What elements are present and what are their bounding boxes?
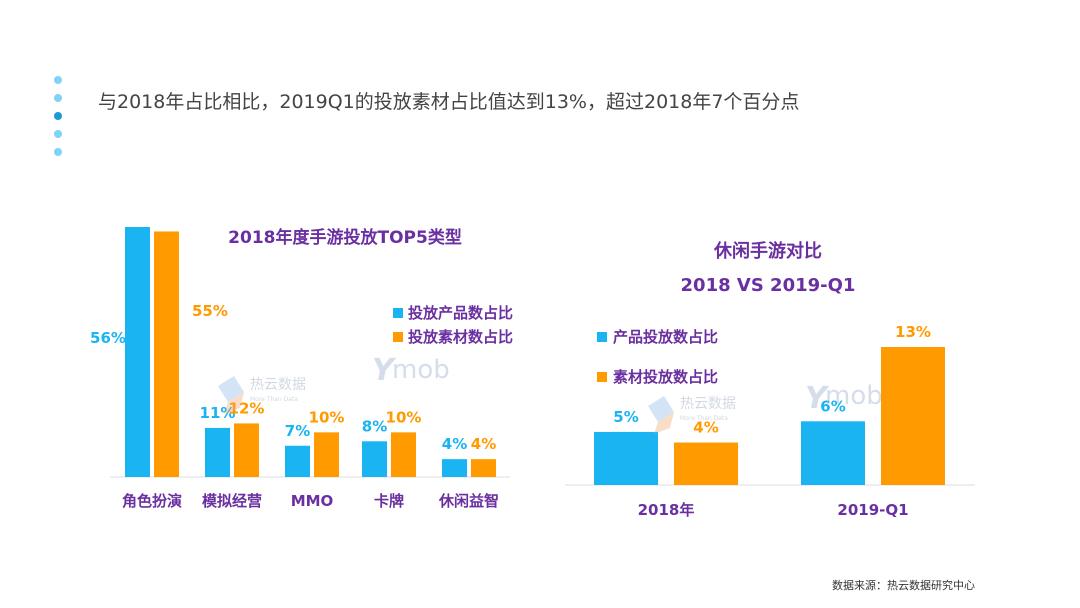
chart1-legend-product: 投放产品数占比	[408, 304, 513, 322]
data-label-product: 56%	[90, 329, 126, 347]
chart1-legend-material: 投放素材数占比	[408, 328, 513, 346]
bar-product	[801, 421, 865, 485]
bullet-dot	[54, 76, 62, 84]
watermark-rey-left: 热云数据 More Than Data	[218, 376, 306, 414]
bar-product	[125, 227, 150, 477]
watermark-logo-right: Y mob	[805, 381, 883, 416]
bar-material	[881, 347, 945, 485]
watermark-cube-icon	[218, 376, 244, 402]
category-label: MMO	[291, 492, 334, 510]
watermark-logo-text: Y	[805, 381, 830, 416]
watermark-cn: 热云数据	[250, 377, 306, 393]
data-label-material: 10%	[386, 408, 422, 426]
bullet-dots	[54, 76, 64, 156]
data-label-material: 55%	[192, 302, 228, 320]
legend-swatch-material	[393, 332, 403, 342]
bar-product	[594, 431, 658, 485]
watermark-en: More Than Data	[250, 396, 298, 403]
watermark-cube-icon	[224, 392, 244, 414]
chart2-title: 休闲手游对比	[713, 240, 822, 262]
bar-material	[154, 231, 179, 477]
category-label: 休闲益智	[438, 492, 499, 510]
legend-swatch-material	[597, 372, 607, 382]
data-label-product: 6%	[820, 397, 845, 415]
data-label-product: 4%	[442, 435, 467, 453]
chart2-legend-material: 素材投放数占比	[613, 368, 718, 386]
data-source: 数据来源：热云数据研究中心	[832, 579, 975, 592]
chart1-title: 2018年度手游投放TOP5类型	[228, 227, 462, 248]
watermark-logo-left: Y mob	[372, 353, 450, 388]
watermark-rey-right: 热云数据 More Than Data	[648, 396, 736, 434]
bar-material	[314, 432, 339, 477]
headline: 与2018年占比相比，2019Q1的投放素材占比值达到13%，超过2018年7个…	[98, 91, 800, 113]
category-label: 角色扮演	[122, 492, 182, 510]
bar-product	[205, 427, 230, 477]
bar-product	[442, 459, 467, 477]
bar-product	[285, 445, 310, 477]
watermark-logo-text: mob	[825, 381, 883, 411]
chart2-subtitle: 2018 VS 2019-Q1	[681, 275, 856, 296]
chart2-legend-product: 产品投放数占比	[613, 328, 718, 346]
watermark-en: More Than Data	[680, 415, 728, 422]
bar-material	[391, 432, 416, 477]
watermark-cube-icon	[648, 396, 674, 422]
chart2-legend: 产品投放数占比 素材投放数占比	[597, 328, 718, 386]
data-label-product: 11%	[200, 404, 236, 422]
bullet-dot	[54, 112, 62, 120]
data-label-material: 4%	[471, 435, 496, 453]
data-label-product: 5%	[613, 408, 638, 426]
watermark-logo-text: mob	[392, 355, 450, 385]
legend-swatch-product	[393, 308, 403, 318]
bullet-dot	[54, 148, 62, 156]
category-label: 2019-Q1	[837, 501, 908, 519]
category-label: 卡牌	[374, 492, 404, 510]
bullet-dot	[54, 94, 62, 102]
data-label-material: 13%	[895, 323, 931, 341]
bar-material	[471, 459, 496, 477]
bar-material	[674, 442, 738, 485]
watermark-cube-icon	[654, 412, 674, 434]
data-label-material: 10%	[309, 408, 345, 426]
data-label-material: 4%	[693, 419, 718, 437]
chart1-legend: 投放产品数占比 投放素材数占比	[393, 304, 513, 346]
legend-swatch-product	[597, 332, 607, 342]
bar-product	[362, 441, 387, 477]
category-label: 2018年	[638, 501, 695, 519]
category-label: 模拟经营	[202, 492, 262, 510]
bullet-dot	[54, 130, 62, 138]
data-label-product: 8%	[362, 417, 387, 435]
data-label-material: 12%	[229, 399, 265, 417]
bar-material	[234, 423, 259, 477]
watermark-logo-text: Y	[372, 353, 397, 388]
data-label-product: 7%	[285, 422, 310, 440]
watermark-cn: 热云数据	[680, 396, 736, 412]
